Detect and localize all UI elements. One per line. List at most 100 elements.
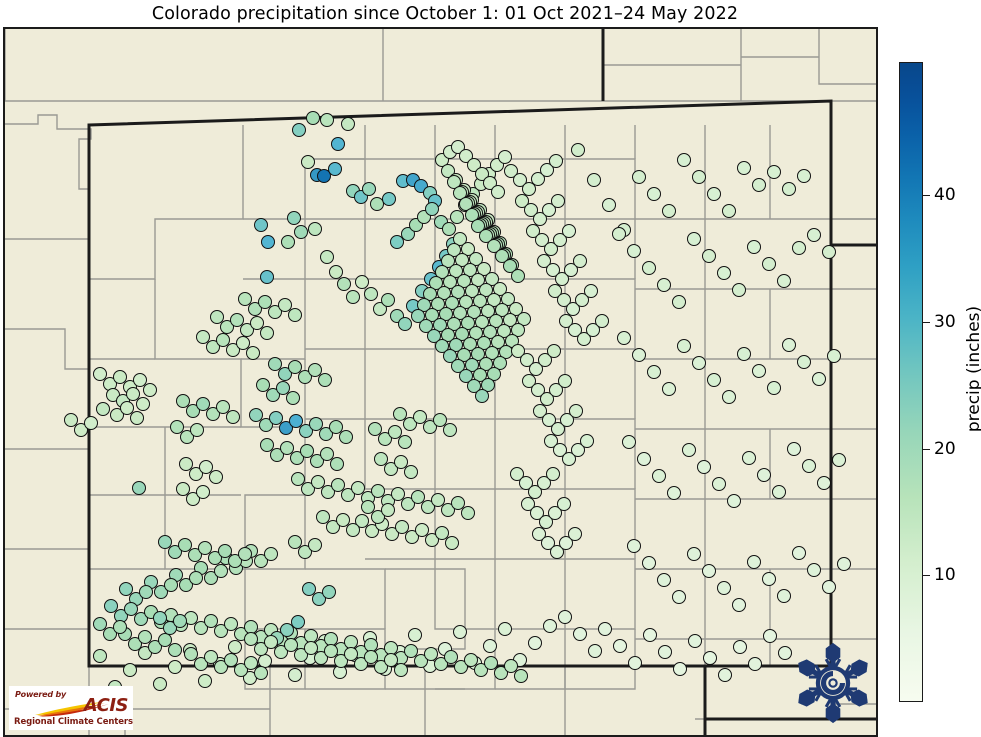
station-point xyxy=(139,585,153,599)
station-point xyxy=(264,635,278,649)
station-point xyxy=(822,580,836,594)
station-point xyxy=(344,647,358,661)
station-point xyxy=(329,265,343,279)
station-point xyxy=(555,272,569,286)
station-point xyxy=(164,578,178,592)
station-point xyxy=(309,417,323,431)
station-point xyxy=(361,500,375,514)
station-point xyxy=(642,261,656,275)
station-point xyxy=(564,263,578,277)
station-point xyxy=(573,254,587,268)
station-point xyxy=(807,228,821,242)
station-point xyxy=(93,617,107,631)
station-point xyxy=(584,284,598,298)
station-point xyxy=(216,333,230,347)
station-point xyxy=(308,538,322,552)
station-point xyxy=(577,332,591,346)
station-point xyxy=(762,572,776,586)
station-point xyxy=(337,277,351,291)
colorbar-tick-label: 30 xyxy=(934,311,956,332)
station-point xyxy=(540,163,554,177)
station-point xyxy=(767,165,781,179)
station-point xyxy=(398,435,412,449)
station-point xyxy=(827,349,841,363)
station-point xyxy=(394,455,408,469)
station-point xyxy=(153,677,167,691)
station-point xyxy=(170,420,184,434)
station-point xyxy=(443,423,457,437)
station-point xyxy=(717,266,731,280)
station-point xyxy=(702,249,716,263)
station-point xyxy=(528,636,542,650)
station-point xyxy=(598,622,612,636)
station-point xyxy=(569,404,583,418)
station-point xyxy=(558,374,572,388)
station-point xyxy=(617,331,631,345)
station-point xyxy=(777,589,791,603)
station-point xyxy=(549,383,563,397)
station-point xyxy=(244,632,258,646)
station-point xyxy=(404,465,418,479)
station-point xyxy=(393,407,407,421)
station-point xyxy=(286,391,300,405)
station-point xyxy=(198,674,212,688)
station-point xyxy=(586,323,600,337)
station-point xyxy=(562,224,576,238)
station-point xyxy=(280,441,294,455)
station-point xyxy=(571,443,585,457)
station-point xyxy=(687,232,701,246)
page-title: Colorado precipitation since October 1: … xyxy=(151,3,739,24)
station-point xyxy=(330,457,344,471)
station-point xyxy=(254,218,268,232)
station-point xyxy=(647,187,661,201)
station-point xyxy=(302,582,316,596)
station-point xyxy=(662,204,676,218)
station-point xyxy=(622,435,636,449)
station-point xyxy=(374,452,388,466)
station-point xyxy=(300,444,314,458)
station-point xyxy=(544,242,558,256)
station-point xyxy=(384,653,398,667)
station-point xyxy=(64,413,78,427)
station-point xyxy=(688,634,702,648)
station-point xyxy=(748,657,762,671)
station-point xyxy=(276,381,290,395)
station-point xyxy=(797,355,811,369)
colorbar-tick xyxy=(923,448,930,450)
station-point xyxy=(778,646,792,660)
colorbar-tick-label: 40 xyxy=(934,185,956,206)
station-point xyxy=(782,182,796,196)
station-point xyxy=(260,270,274,284)
station-point xyxy=(514,669,528,683)
station-point xyxy=(339,430,353,444)
station-point xyxy=(498,622,512,636)
station-point xyxy=(394,663,408,677)
station-point xyxy=(224,653,238,667)
station-point xyxy=(657,278,671,292)
station-point xyxy=(280,623,294,637)
station-point xyxy=(168,643,182,657)
station-point xyxy=(722,204,736,218)
station-point xyxy=(320,447,334,461)
station-point xyxy=(657,573,671,587)
station-point xyxy=(697,460,711,474)
station-point xyxy=(551,422,565,436)
station-point xyxy=(792,546,806,560)
station-point xyxy=(136,397,150,411)
station-point xyxy=(244,656,258,670)
station-point xyxy=(677,153,691,167)
station-point xyxy=(382,192,396,206)
station-point xyxy=(126,387,140,401)
station-point xyxy=(483,639,497,653)
station-point xyxy=(573,627,587,641)
station-point xyxy=(627,244,641,258)
station-point xyxy=(138,630,152,644)
station-point xyxy=(204,614,218,628)
station-point xyxy=(424,647,438,661)
station-point xyxy=(364,650,378,664)
station-point xyxy=(672,295,686,309)
station-point xyxy=(444,650,458,664)
station-points-layer xyxy=(5,29,876,735)
station-point xyxy=(388,425,402,439)
station-point xyxy=(316,510,330,524)
